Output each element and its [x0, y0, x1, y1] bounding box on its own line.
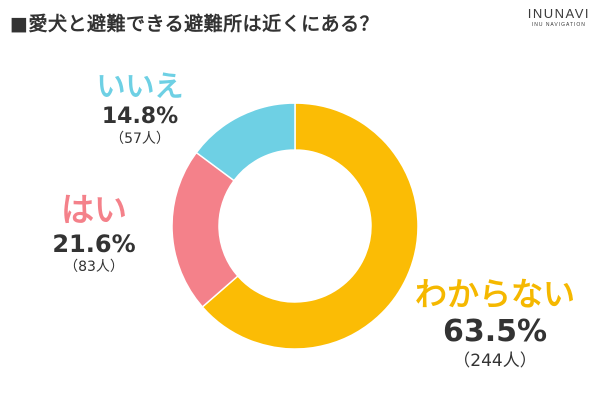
label-wakaranai: わからない 63.5% （244人）: [400, 274, 590, 372]
label-iie-name: いいえ: [96, 69, 184, 103]
label-hai-count: （83人）: [64, 259, 124, 275]
chart-title: ■愛犬と避難できる避難所は近くにある？: [10, 13, 380, 35]
slice-iie: [195, 102, 296, 182]
label-wakaranai-name: わからない: [414, 275, 575, 313]
logo-main-text: INUNAVI: [527, 6, 590, 21]
logo-sub-text: INU NAVIGATION: [531, 22, 586, 28]
label-iie: いいえ 14.8% （57人）: [80, 68, 200, 148]
label-iie-percent: 14.8%: [101, 104, 179, 129]
label-wakaranai-count: （244人）: [453, 351, 537, 371]
label-hai: はい 21.6% （83人）: [34, 190, 154, 276]
label-hai-name: はい: [61, 190, 127, 229]
label-iie-count: （57人）: [110, 131, 170, 147]
label-hai-percent: 21.6%: [52, 230, 136, 258]
label-wakaranai-percent: 63.5%: [442, 314, 548, 349]
inunavi-logo: INUNAVI INU NAVIGATION: [528, 6, 590, 28]
slice-wakaranai: [201, 102, 419, 350]
